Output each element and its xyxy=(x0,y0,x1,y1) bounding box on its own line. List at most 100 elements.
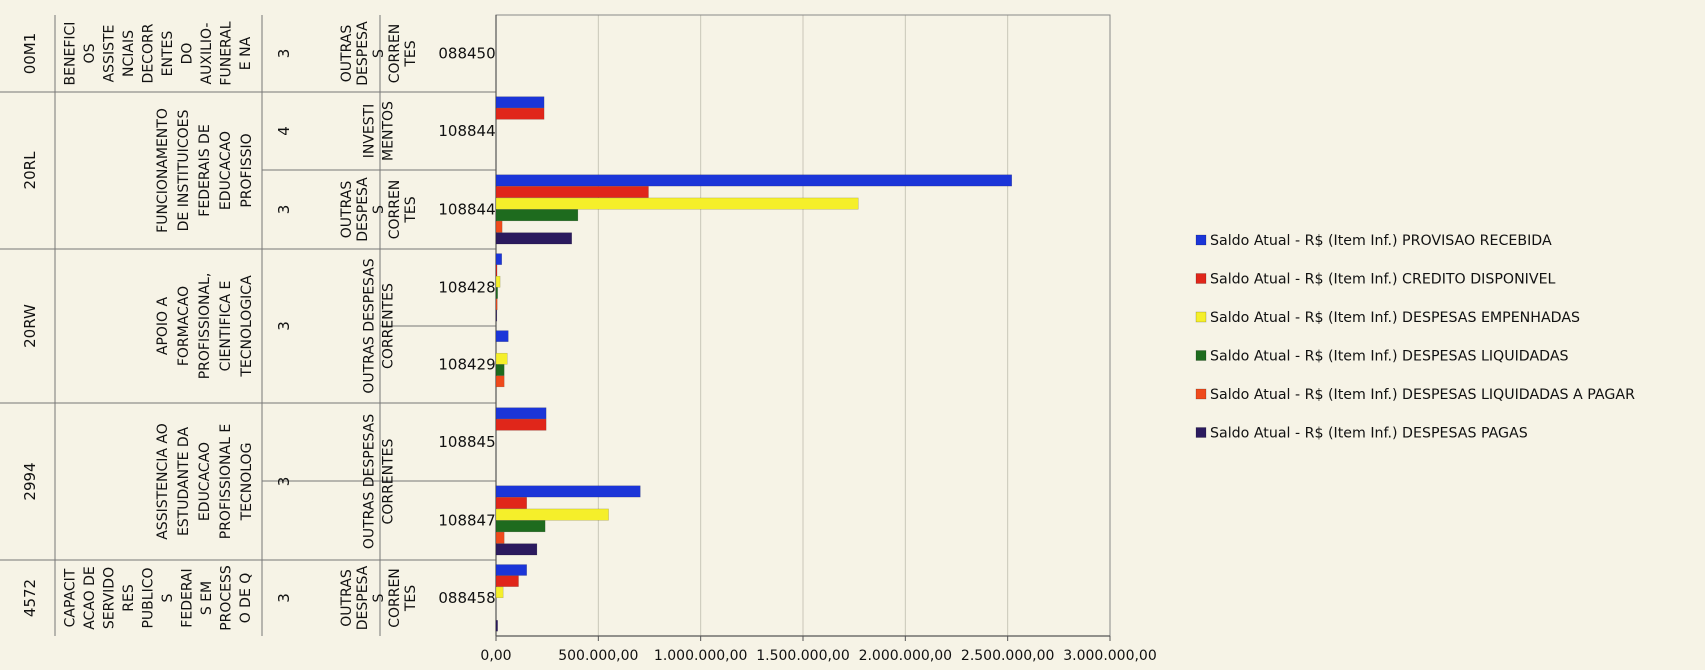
category-bar-group xyxy=(495,253,502,322)
action-description-label-line: DECORR xyxy=(140,23,156,83)
bar xyxy=(495,586,504,599)
expense-group-label-line: TES xyxy=(403,40,419,67)
action-description-label-line: PUBLICO xyxy=(140,567,156,628)
category-bar-group xyxy=(495,174,1013,245)
bar xyxy=(495,186,649,198)
expense-group-label-line: S xyxy=(371,205,387,214)
legend-label: Saldo Atual - R$ (Item Inf.) CREDITO DIS… xyxy=(1210,272,1556,288)
ug-code-label: 108428 xyxy=(438,279,495,297)
expense-group-label-line: OUTRAS xyxy=(339,569,355,627)
action-code-label: 00M1 xyxy=(21,33,39,75)
bar xyxy=(495,531,505,544)
action-description-label-line: DE INSTITUICOES xyxy=(176,110,192,232)
expense-group-label: OUTRAS DESPESA S CORREN TES xyxy=(339,21,419,86)
action-description-label-line: S EM xyxy=(199,581,215,615)
bar xyxy=(495,309,498,322)
expense-group-label-line: CORREN xyxy=(387,24,403,84)
action-description-label: FUNCIONAMENTO DE INSTITUICOES FEDERAIS DE E… xyxy=(155,108,255,233)
legend: Saldo Atual - R$ (Item Inf.) PROVISAO RE… xyxy=(1195,233,1635,442)
legend-swatch xyxy=(1195,234,1207,246)
expense-group-label-line: DESPESA xyxy=(355,21,371,86)
ug-code-label: 108844 xyxy=(438,201,495,219)
x-tick-label: 1.500.000,00 xyxy=(756,648,850,664)
expense-group-label: OUTRAS DESPESAS CORRENTES xyxy=(362,258,397,393)
expense-group-label-line: OUTRAS xyxy=(339,25,355,83)
expense-group-label-line: CORREN xyxy=(387,568,403,628)
x-tick-label: 500.000,00 xyxy=(558,648,638,664)
action-code-label: 4572 xyxy=(21,579,39,617)
gnd-label: 4 xyxy=(275,126,293,136)
legend-swatch xyxy=(1195,311,1207,323)
legend-item: Saldo Atual - R$ (Item Inf.) DESPESAS PA… xyxy=(1195,426,1528,442)
action-description-label-line: PROCESS xyxy=(218,565,234,631)
ug-code-label: 108845 xyxy=(438,433,495,451)
expense-group-label-line: MENTOS xyxy=(381,101,397,161)
action-description-label-line: ACAO DE xyxy=(82,566,98,630)
action-description-label-line: FORMACAO xyxy=(176,286,192,366)
expense-group-label-line: DESPESA xyxy=(355,565,371,630)
legend-label: Saldo Atual - R$ (Item Inf.) DESPESAS PA… xyxy=(1210,426,1528,442)
expense-group-label-line: CORRENTES xyxy=(381,438,397,524)
legend-item: Saldo Atual - R$ (Item Inf.) DESPESAS LI… xyxy=(1195,349,1569,365)
action-description-label-line: RES xyxy=(121,584,137,612)
action-description-label-line: FUNCIONAMENTO xyxy=(155,108,171,233)
category-bar-group xyxy=(495,407,547,431)
expense-group-label: OUTRAS DESPESA S CORREN TES xyxy=(339,565,419,630)
bar xyxy=(495,253,502,265)
action-description-label-line: ESTUDANTE DA xyxy=(176,427,192,536)
action-description-label-line: E NA xyxy=(238,36,254,70)
category-bar-group xyxy=(495,485,641,556)
category-bar-group xyxy=(495,564,527,632)
gnd-label: 3 xyxy=(275,321,293,331)
bar xyxy=(495,418,547,431)
action-description-label-line: TECNOLOGICA xyxy=(239,275,255,378)
expense-group-label-line: CORREN xyxy=(387,180,403,240)
legend-label: Saldo Atual - R$ (Item Inf.) DESPESAS LI… xyxy=(1210,349,1569,365)
bar xyxy=(495,364,505,376)
x-tick-label: 3.000.000,00 xyxy=(1063,648,1157,664)
gnd-label: 3 xyxy=(275,49,293,59)
legend-swatch xyxy=(1195,350,1207,361)
expense-group-label-line: TES xyxy=(403,196,419,223)
expense-group-label-line: CORRENTES xyxy=(381,283,397,369)
action-description-label: ASSISTENCIA AO ESTUDANTE DA EDUCACAO PROFIS… xyxy=(155,423,255,540)
action-description-label-line: OS xyxy=(82,43,98,63)
action-description-label-line: PROFISSIONAL E xyxy=(218,424,234,539)
bar xyxy=(495,520,546,533)
action-description-label-line: O DE Q xyxy=(238,573,254,624)
action-description-label-line: NCIAIS xyxy=(121,30,137,77)
bar xyxy=(495,96,545,109)
action-description-label-line: AUXILIO- xyxy=(199,23,215,85)
action-description-label: CAPACIT ACAO DE SERVIDO RES PUBLICO S FEDERAI S… xyxy=(62,565,254,631)
action-code-label: 20RW xyxy=(21,304,39,348)
expense-group-label-line: S xyxy=(371,49,387,58)
legend-swatch xyxy=(1195,273,1207,284)
category-bar-group xyxy=(495,96,545,120)
legend-item: Saldo Atual - R$ (Item Inf.) PROVISAO RE… xyxy=(1195,233,1552,249)
legend-label: Saldo Atual - R$ (Item Inf.) DESPESAS LI… xyxy=(1210,387,1635,403)
expense-group-label-line: INVESTI xyxy=(362,104,378,159)
bar xyxy=(495,508,609,521)
action-description-label-line: TECNOLOG xyxy=(239,443,255,522)
action-description-label-line: PROFISSIONAL, xyxy=(197,273,213,380)
x-tick-label: 0,00 xyxy=(480,648,511,664)
bar xyxy=(495,298,498,311)
legend-label: Saldo Atual - R$ (Item Inf.) DESPESAS EM… xyxy=(1210,310,1580,326)
bar xyxy=(495,330,509,342)
ug-code-label: 088450 xyxy=(438,45,495,63)
expense-group-label-line: S xyxy=(371,593,387,602)
bar xyxy=(495,564,527,576)
action-description-label-line: DO xyxy=(179,43,195,65)
legend-label: Saldo Atual - R$ (Item Inf.) PROVISAO RE… xyxy=(1210,233,1552,249)
bar xyxy=(495,232,572,245)
bar xyxy=(495,220,503,233)
bar xyxy=(495,485,641,498)
action-description-label: BENEFICI OS ASSISTE NCIAIS DECORR ENTES DO AUXI… xyxy=(62,21,254,85)
legend-swatch xyxy=(1195,427,1207,438)
action-description-label-line: BENEFICI xyxy=(62,22,78,86)
ug-code-label: 108844 xyxy=(438,122,495,140)
gnd-label: 3 xyxy=(275,205,293,215)
action-description-label-line: EDUCACAO xyxy=(197,442,213,521)
